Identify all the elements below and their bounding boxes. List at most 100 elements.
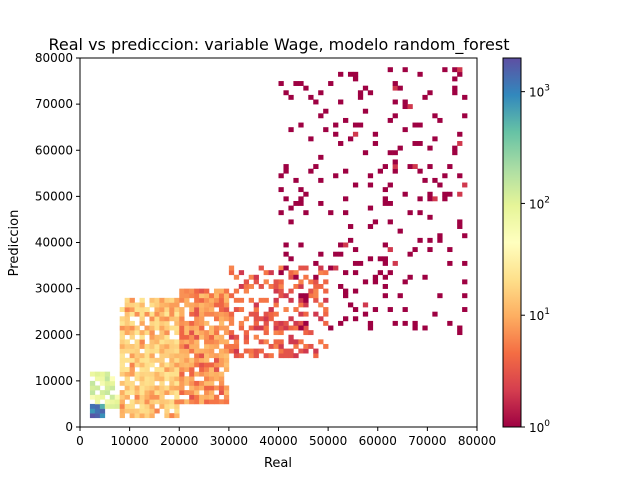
heatmap-cell <box>223 316 230 322</box>
heatmap-cell <box>273 311 279 317</box>
heatmap-cell <box>352 182 359 188</box>
heatmap-cell <box>164 320 170 326</box>
heatmap-cell <box>189 330 195 336</box>
heatmap-cell <box>223 357 230 363</box>
heatmap-cell <box>174 371 180 377</box>
heatmap-cell <box>134 362 140 368</box>
heatmap-cell <box>189 362 195 368</box>
heatmap-cell <box>427 214 433 220</box>
heatmap-cell <box>382 256 388 262</box>
heatmap-cell <box>352 247 359 253</box>
heatmap-cell <box>298 284 304 289</box>
heatmap-cell <box>154 325 160 331</box>
heatmap-cell <box>303 330 309 336</box>
heatmap-cell <box>209 348 215 354</box>
heatmap-cell <box>343 270 349 276</box>
heatmap-cell <box>139 353 145 359</box>
heatmap-cell <box>213 399 220 405</box>
heatmap-cell <box>144 367 150 372</box>
heatmap-cell <box>139 297 145 303</box>
heatmap-cell <box>159 316 165 322</box>
heatmap-cell <box>248 274 254 280</box>
heatmap-cell <box>258 284 264 289</box>
heatmap-cell <box>422 177 428 183</box>
heatmap-cell <box>189 339 195 345</box>
heatmap-cell <box>139 334 145 340</box>
heatmap-cell <box>417 141 423 146</box>
heatmap-cell <box>462 182 468 188</box>
heatmap-cell <box>199 380 205 386</box>
heatmap-cell <box>367 320 374 326</box>
heatmap-cell <box>99 394 106 400</box>
heatmap-cell <box>298 302 304 308</box>
heatmap-cell <box>144 330 150 336</box>
heatmap-cell <box>253 316 259 322</box>
heatmap-cell <box>154 399 160 405</box>
heatmap-cell <box>139 376 145 382</box>
heatmap-cell <box>199 334 205 340</box>
heatmap-cell <box>174 311 180 317</box>
heatmap-cell <box>89 371 96 377</box>
heatmap-cell <box>343 168 349 174</box>
heatmap-cell <box>99 408 106 414</box>
x-tick-label: 80000 <box>458 434 496 448</box>
heatmap-cell <box>189 293 195 299</box>
heatmap-cell <box>382 274 388 280</box>
heatmap-cell <box>204 362 210 368</box>
heatmap-cell <box>159 376 165 382</box>
heatmap-cell <box>194 357 200 363</box>
heatmap-cell <box>209 339 215 345</box>
heatmap-cell <box>179 325 185 331</box>
heatmap-cell <box>144 390 150 396</box>
heatmap-cell <box>427 145 433 151</box>
heatmap-cell <box>253 311 259 317</box>
heatmap-cell <box>298 293 304 299</box>
heatmap-cell <box>144 343 150 349</box>
heatmap-cell <box>109 403 116 409</box>
heatmap-cell <box>392 260 398 266</box>
heatmap-cell <box>149 302 155 308</box>
heatmap-cell <box>313 164 319 169</box>
heatmap-cell <box>174 302 180 308</box>
heatmap-cell <box>402 191 408 197</box>
heatmap-cell <box>164 413 170 419</box>
heatmap-cell <box>169 362 175 368</box>
heatmap-cell <box>387 117 393 123</box>
heatmap-cell <box>144 307 150 312</box>
heatmap-cell <box>243 334 250 340</box>
heatmap-cell <box>288 348 294 354</box>
heatmap-cell <box>308 330 314 336</box>
heatmap-cell <box>94 408 101 414</box>
heatmap-cell <box>288 270 294 276</box>
heatmap-cell <box>407 164 413 169</box>
heatmap-cell <box>114 394 120 400</box>
x-tick-label: 40000 <box>259 434 297 448</box>
heatmap-cell <box>174 325 180 331</box>
heatmap-cell <box>357 122 364 128</box>
heatmap-cell <box>174 320 180 326</box>
heatmap-cell <box>179 316 185 322</box>
heatmap-cell <box>278 81 284 86</box>
heatmap-cell <box>218 297 225 303</box>
heatmap-cell <box>94 385 101 391</box>
heatmap-cell <box>308 94 314 100</box>
heatmap-cell <box>199 348 205 354</box>
heatmap-cell <box>144 403 150 409</box>
heatmap-cell <box>228 330 235 336</box>
heatmap-cell <box>149 403 155 409</box>
heatmap-cell <box>392 85 398 91</box>
heatmap-cell <box>213 367 220 372</box>
heatmap-cell <box>109 385 116 391</box>
heatmap-cell <box>199 353 205 359</box>
heatmap-cell <box>333 173 339 179</box>
heatmap-cell <box>159 343 165 349</box>
heatmap-cell <box>223 339 230 345</box>
heatmap-cell <box>303 320 309 326</box>
heatmap-cell <box>194 371 200 377</box>
heatmap-cell <box>238 284 245 289</box>
heatmap-cell <box>104 371 111 377</box>
heatmap-cell <box>99 390 106 396</box>
heatmap-cell <box>204 293 210 299</box>
heatmap-cell <box>159 403 165 409</box>
heatmap-cell <box>283 325 289 331</box>
